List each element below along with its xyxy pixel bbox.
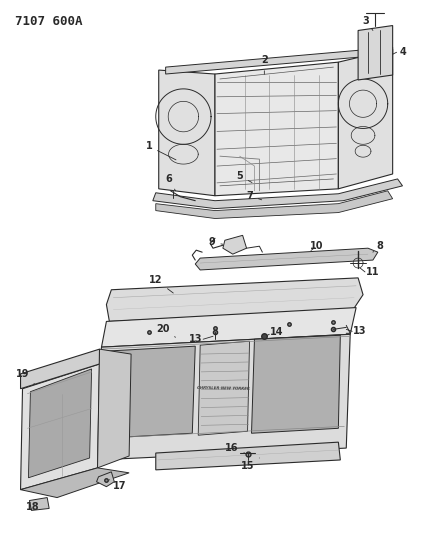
Polygon shape xyxy=(156,442,340,470)
Text: 2: 2 xyxy=(261,55,268,74)
Text: CHRYSLER·NEW YORKER: CHRYSLER·NEW YORKER xyxy=(197,386,250,391)
Polygon shape xyxy=(97,472,114,487)
Text: 15: 15 xyxy=(241,458,259,471)
Polygon shape xyxy=(104,346,195,438)
Polygon shape xyxy=(153,179,402,208)
Text: 13: 13 xyxy=(188,334,202,344)
Polygon shape xyxy=(215,62,339,196)
Text: 10: 10 xyxy=(310,241,324,251)
Text: 6: 6 xyxy=(165,174,175,191)
Text: 5: 5 xyxy=(236,171,252,183)
Text: 19: 19 xyxy=(16,369,34,384)
Polygon shape xyxy=(195,248,378,270)
Text: 13: 13 xyxy=(354,326,367,336)
Polygon shape xyxy=(156,191,392,219)
Text: 12: 12 xyxy=(149,275,173,293)
Text: 9: 9 xyxy=(209,237,223,247)
Polygon shape xyxy=(30,498,49,511)
Text: 4: 4 xyxy=(399,47,406,57)
Polygon shape xyxy=(198,341,250,435)
Polygon shape xyxy=(223,236,247,254)
Polygon shape xyxy=(339,49,392,189)
Text: 11: 11 xyxy=(366,267,380,277)
Text: 18: 18 xyxy=(26,503,39,512)
Text: 3: 3 xyxy=(363,15,373,30)
Text: 8: 8 xyxy=(373,241,383,252)
Polygon shape xyxy=(97,334,350,460)
Polygon shape xyxy=(21,468,129,498)
Text: 7: 7 xyxy=(246,191,262,201)
Text: 1: 1 xyxy=(146,141,176,160)
Text: 17: 17 xyxy=(110,480,126,491)
Polygon shape xyxy=(358,26,392,80)
Polygon shape xyxy=(21,364,99,490)
Text: 16: 16 xyxy=(225,443,244,453)
Polygon shape xyxy=(252,335,340,433)
Text: 7107 600A: 7107 600A xyxy=(15,14,82,28)
Text: 14: 14 xyxy=(270,327,284,337)
Polygon shape xyxy=(28,369,92,478)
Text: 20: 20 xyxy=(156,325,175,337)
Polygon shape xyxy=(98,349,131,468)
Polygon shape xyxy=(166,47,392,74)
Polygon shape xyxy=(21,349,99,389)
Polygon shape xyxy=(101,308,356,347)
Polygon shape xyxy=(107,278,363,321)
Polygon shape xyxy=(159,70,215,196)
